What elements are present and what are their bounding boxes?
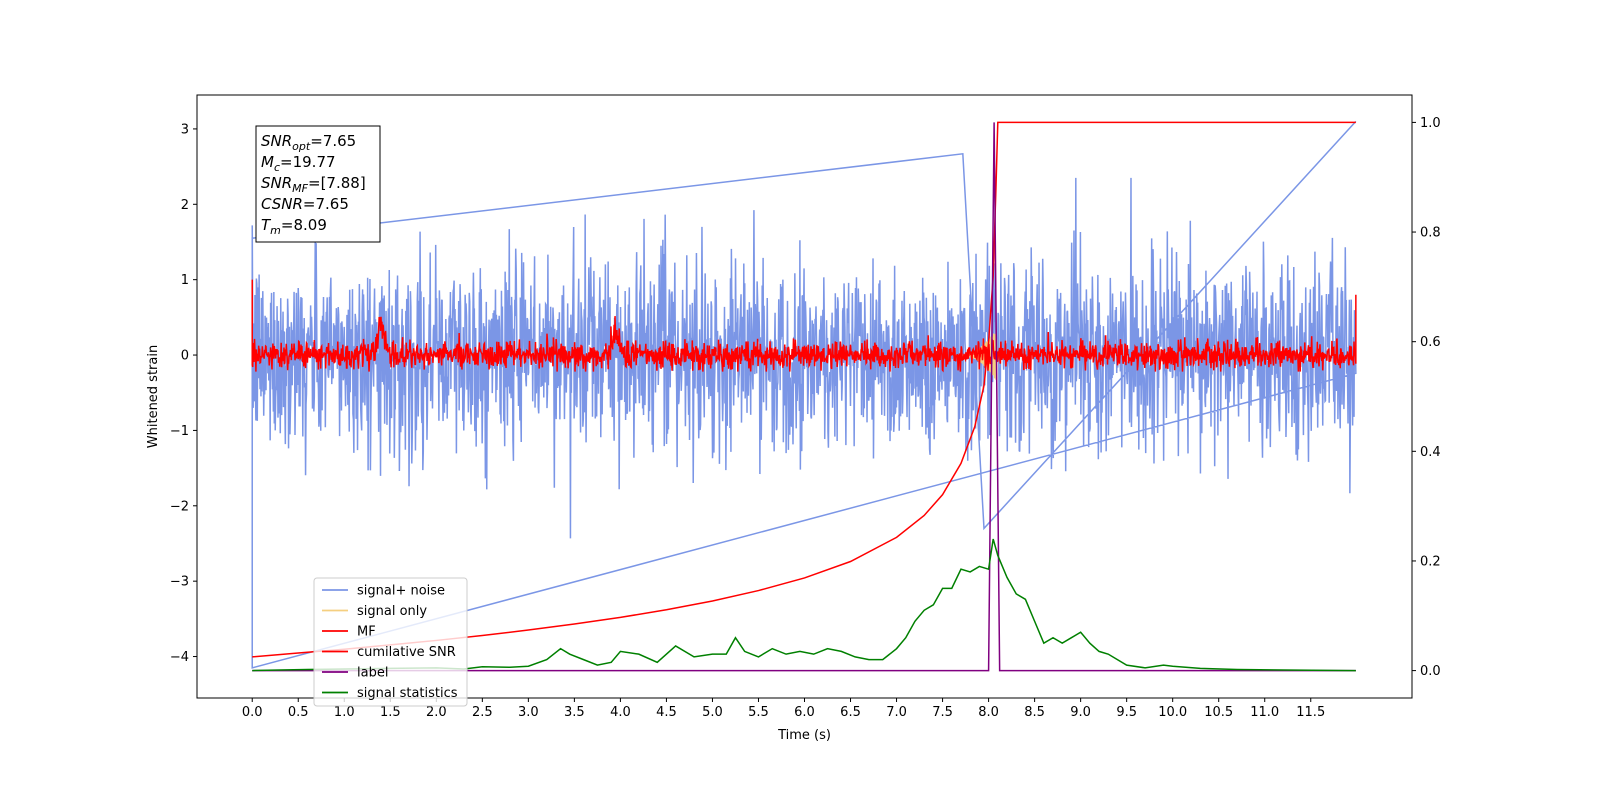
- y2-tick-label: 0.6: [1420, 335, 1441, 350]
- x-tick-label: 10.0: [1158, 705, 1187, 720]
- x-tick-label: 11.0: [1250, 705, 1279, 720]
- x-tick-label: 0.5: [288, 705, 309, 720]
- annotation-subscript: MF: [292, 182, 308, 195]
- y-tick-label: −4: [170, 650, 189, 665]
- annotation-subscript: opt: [292, 140, 311, 153]
- annotation-line: SNRopt=7.65: [261, 132, 356, 153]
- x-tick-label: 6.0: [794, 705, 815, 720]
- y-tick-label: 3: [181, 122, 189, 137]
- annotation-value: =19.77: [280, 153, 336, 171]
- legend-label: signal+ noise: [357, 584, 445, 599]
- annotation-line: Tm=8.09: [261, 216, 327, 237]
- y2-tick-label: 0.8: [1420, 226, 1441, 241]
- legend-label: label: [357, 666, 388, 681]
- y-tick-label: 1: [181, 273, 189, 288]
- annotation-value: =7.65: [310, 132, 356, 150]
- series-label-line: [252, 122, 1356, 672]
- annotation-line: CSNR=7.65: [261, 195, 349, 213]
- y-tick-label: −1: [170, 424, 189, 439]
- legend-label: signal statistics: [357, 686, 458, 701]
- annotation-box: SNRopt=7.65Mc=19.77SNRMF=[7.88]CSNR=7.65…: [255, 125, 381, 243]
- x-tick-label: 2.5: [472, 705, 493, 720]
- annotation-symbol: SNR: [261, 174, 292, 192]
- y2-tick-label: 0.2: [1420, 554, 1441, 569]
- x-tick-label: 11.5: [1296, 705, 1325, 720]
- y-tick-label: −3: [170, 575, 189, 590]
- annotation-value: =[7.88]: [308, 174, 366, 192]
- legend: signal+ noise signal only MF cumilative SNR…: [313, 577, 468, 707]
- y2-tick-label: 0.4: [1420, 445, 1441, 460]
- annotation-subscript: c: [274, 161, 280, 174]
- y-axis-label: Whitened strain: [146, 345, 161, 448]
- annotation-symbol: CSNR: [261, 195, 303, 213]
- x-tick-label: 8.5: [1024, 705, 1045, 720]
- x-tick-label: 7.5: [932, 705, 953, 720]
- x-tick-label: 1.5: [380, 705, 401, 720]
- x-axis-label: Time (s): [777, 728, 831, 743]
- annotation-symbol: SNR: [261, 132, 292, 150]
- x-tick-label: 2.0: [426, 705, 447, 720]
- y2-tick-label: 0.0: [1420, 664, 1441, 679]
- annotation-frame: [255, 125, 381, 243]
- legend-label: MF: [357, 625, 376, 640]
- series-signal-statistics-line: [252, 538, 1356, 672]
- y2-tick-label: 1.0: [1420, 116, 1441, 131]
- legend-label: signal only: [357, 604, 427, 619]
- x-tick-label: 7.0: [886, 705, 907, 720]
- legend-frame: [313, 577, 468, 707]
- annotation-symbol: T: [261, 216, 272, 234]
- annotation-subscript: m: [270, 224, 281, 237]
- y-axis-ticks: −4 −3 −2 −1 0 1 2 3: [170, 122, 197, 665]
- annotation-symbol: M: [261, 153, 274, 171]
- y-tick-label: 2: [181, 198, 189, 213]
- x-tick-label: 0.0: [242, 705, 263, 720]
- series-mf-line: [251, 279, 1357, 373]
- x-tick-label: 1.0: [334, 705, 355, 720]
- y-tick-label: 0: [181, 349, 189, 364]
- x-tick-label: 5.0: [702, 705, 723, 720]
- y-tick-label: −2: [170, 499, 189, 514]
- x-tick-label: 5.5: [748, 705, 769, 720]
- x-tick-label: 3.5: [564, 705, 585, 720]
- x-tick-label: 8.0: [978, 705, 999, 720]
- x-tick-label: 9.5: [1116, 705, 1137, 720]
- annotation-line: SNRMF=[7.88]: [261, 174, 366, 195]
- annotation-value: =8.09: [281, 216, 327, 234]
- legend-label: cumilative SNR: [357, 645, 456, 660]
- annotation-line: Mc=19.77: [261, 153, 336, 174]
- x-tick-label: 9.0: [1070, 705, 1091, 720]
- y2-axis-ticks: 0.0 0.2 0.4 0.6 0.8 1.0: [1412, 116, 1441, 679]
- annotation-value: =7.65: [303, 195, 349, 213]
- x-tick-label: 10.5: [1204, 705, 1233, 720]
- x-tick-label: 4.5: [656, 705, 677, 720]
- x-axis-ticks: 0.0 0.5 1.0 1.5 2.0 2.5 3.0 3.5 4.0 4.5 5.0 5.5 6.0 6…: [242, 698, 1325, 720]
- x-tick-label: 4.0: [610, 705, 631, 720]
- x-tick-label: 6.5: [840, 705, 861, 720]
- x-tick-label: 3.0: [518, 705, 539, 720]
